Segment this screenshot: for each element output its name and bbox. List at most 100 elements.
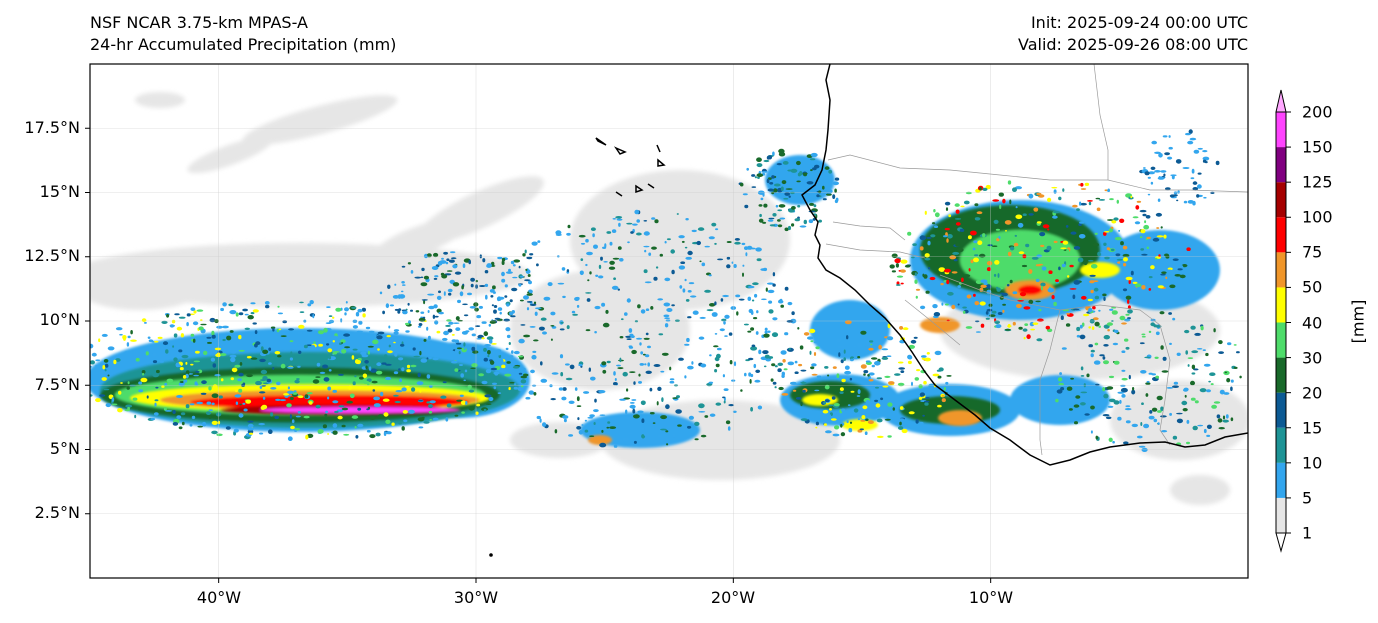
precip-cell [476, 315, 482, 319]
precip-cell [810, 152, 818, 158]
precip-cell [533, 339, 539, 342]
precip-cell [980, 284, 987, 288]
precip-cell [813, 341, 819, 344]
precip-cell [839, 387, 844, 391]
precip-cell [1203, 196, 1207, 199]
precip-cell [607, 421, 611, 424]
precip-cell [593, 244, 598, 249]
precip-cell [385, 363, 392, 366]
precip-cell [1116, 258, 1123, 261]
precip-cell [208, 380, 214, 383]
precip-cell [624, 312, 628, 316]
precip-cell [571, 310, 576, 314]
precip-cell [411, 387, 416, 392]
precip-cell [799, 171, 803, 176]
precip-cell [853, 408, 859, 413]
precip-cell [1106, 322, 1113, 326]
precip-cell [1154, 170, 1161, 173]
precip-cell [1026, 334, 1031, 340]
precip-cell [1098, 325, 1101, 328]
precip-cell [511, 350, 514, 354]
precip-cell [1022, 213, 1027, 216]
precip-cell [433, 277, 438, 280]
precip-cell [189, 423, 193, 427]
precip-cell [1140, 248, 1145, 251]
precip-cell [401, 367, 405, 372]
precip-cell [716, 347, 722, 351]
precip-cell [419, 350, 422, 356]
precip-cell [764, 327, 768, 331]
precip-cell [759, 213, 762, 218]
precip-cell [105, 403, 112, 408]
precip-cell [1123, 263, 1127, 267]
precip-cell [266, 378, 271, 383]
precip-cell [1143, 423, 1150, 429]
precip-cell [1172, 385, 1179, 389]
precip-cell [1090, 430, 1093, 434]
precip-cell [863, 426, 871, 429]
precip-cell [1053, 211, 1060, 214]
precip-cell [807, 336, 814, 340]
precip-cell [660, 415, 667, 420]
precip-cell [1222, 415, 1226, 420]
precip-cell [965, 326, 973, 329]
precip-cell [665, 404, 670, 410]
precip-cell [290, 425, 295, 430]
precip-cell [428, 305, 435, 310]
precip-cell [150, 417, 155, 421]
precip-cell [423, 275, 429, 280]
precip-cell [1022, 254, 1027, 259]
precip-cell [455, 316, 460, 321]
precip-cell [366, 408, 370, 411]
precip-cell [838, 352, 841, 357]
precip-cell [1213, 328, 1216, 333]
precip-cell [636, 232, 642, 236]
precip-cell [822, 409, 829, 414]
precip-cell [1168, 146, 1173, 150]
precip-cell [1139, 342, 1145, 345]
precip-cell [647, 362, 650, 367]
precip-cell [587, 279, 590, 282]
precip-cell [555, 230, 562, 235]
precip-cell [1181, 400, 1188, 406]
precip-cell [415, 310, 420, 313]
precip-cell [310, 344, 316, 350]
precip-cell [799, 345, 804, 350]
precip-cell [1226, 378, 1231, 383]
precip-cell [287, 436, 293, 442]
precip-cell [605, 309, 609, 314]
colorbar-label: 30 [1302, 348, 1323, 368]
precip-cell [426, 374, 431, 379]
precip-cell [468, 259, 472, 265]
precip-cell [1048, 270, 1053, 275]
precip-cell [508, 342, 511, 345]
precip-cell [754, 293, 758, 298]
precip-cell [651, 217, 656, 220]
precip-cell [125, 404, 133, 408]
precip-cell [527, 274, 531, 277]
precip-cell [508, 311, 514, 316]
precip-cell [1202, 159, 1207, 163]
precip-cell [808, 219, 814, 224]
precip-cell [701, 262, 706, 267]
precip-cell [229, 354, 237, 358]
precip-cell [1107, 189, 1110, 192]
precip-cell [669, 378, 675, 381]
precip-cell [148, 339, 154, 343]
precip-cell [726, 264, 731, 269]
precip-cell [924, 210, 927, 215]
precip-cell [791, 311, 795, 316]
precip-cell [1088, 326, 1091, 329]
precip-cell [485, 294, 488, 300]
precip-cell [1155, 212, 1162, 217]
precip-cell [756, 310, 759, 314]
precip-cell [796, 160, 801, 166]
precip-cell [484, 283, 489, 287]
precip-cell [371, 380, 378, 384]
precip-cell [246, 374, 253, 378]
precip-cell [183, 379, 186, 384]
precip-cell [1091, 326, 1095, 330]
precip-cell [1103, 242, 1107, 246]
precip-cell [343, 333, 350, 337]
precip-cell [268, 362, 272, 365]
